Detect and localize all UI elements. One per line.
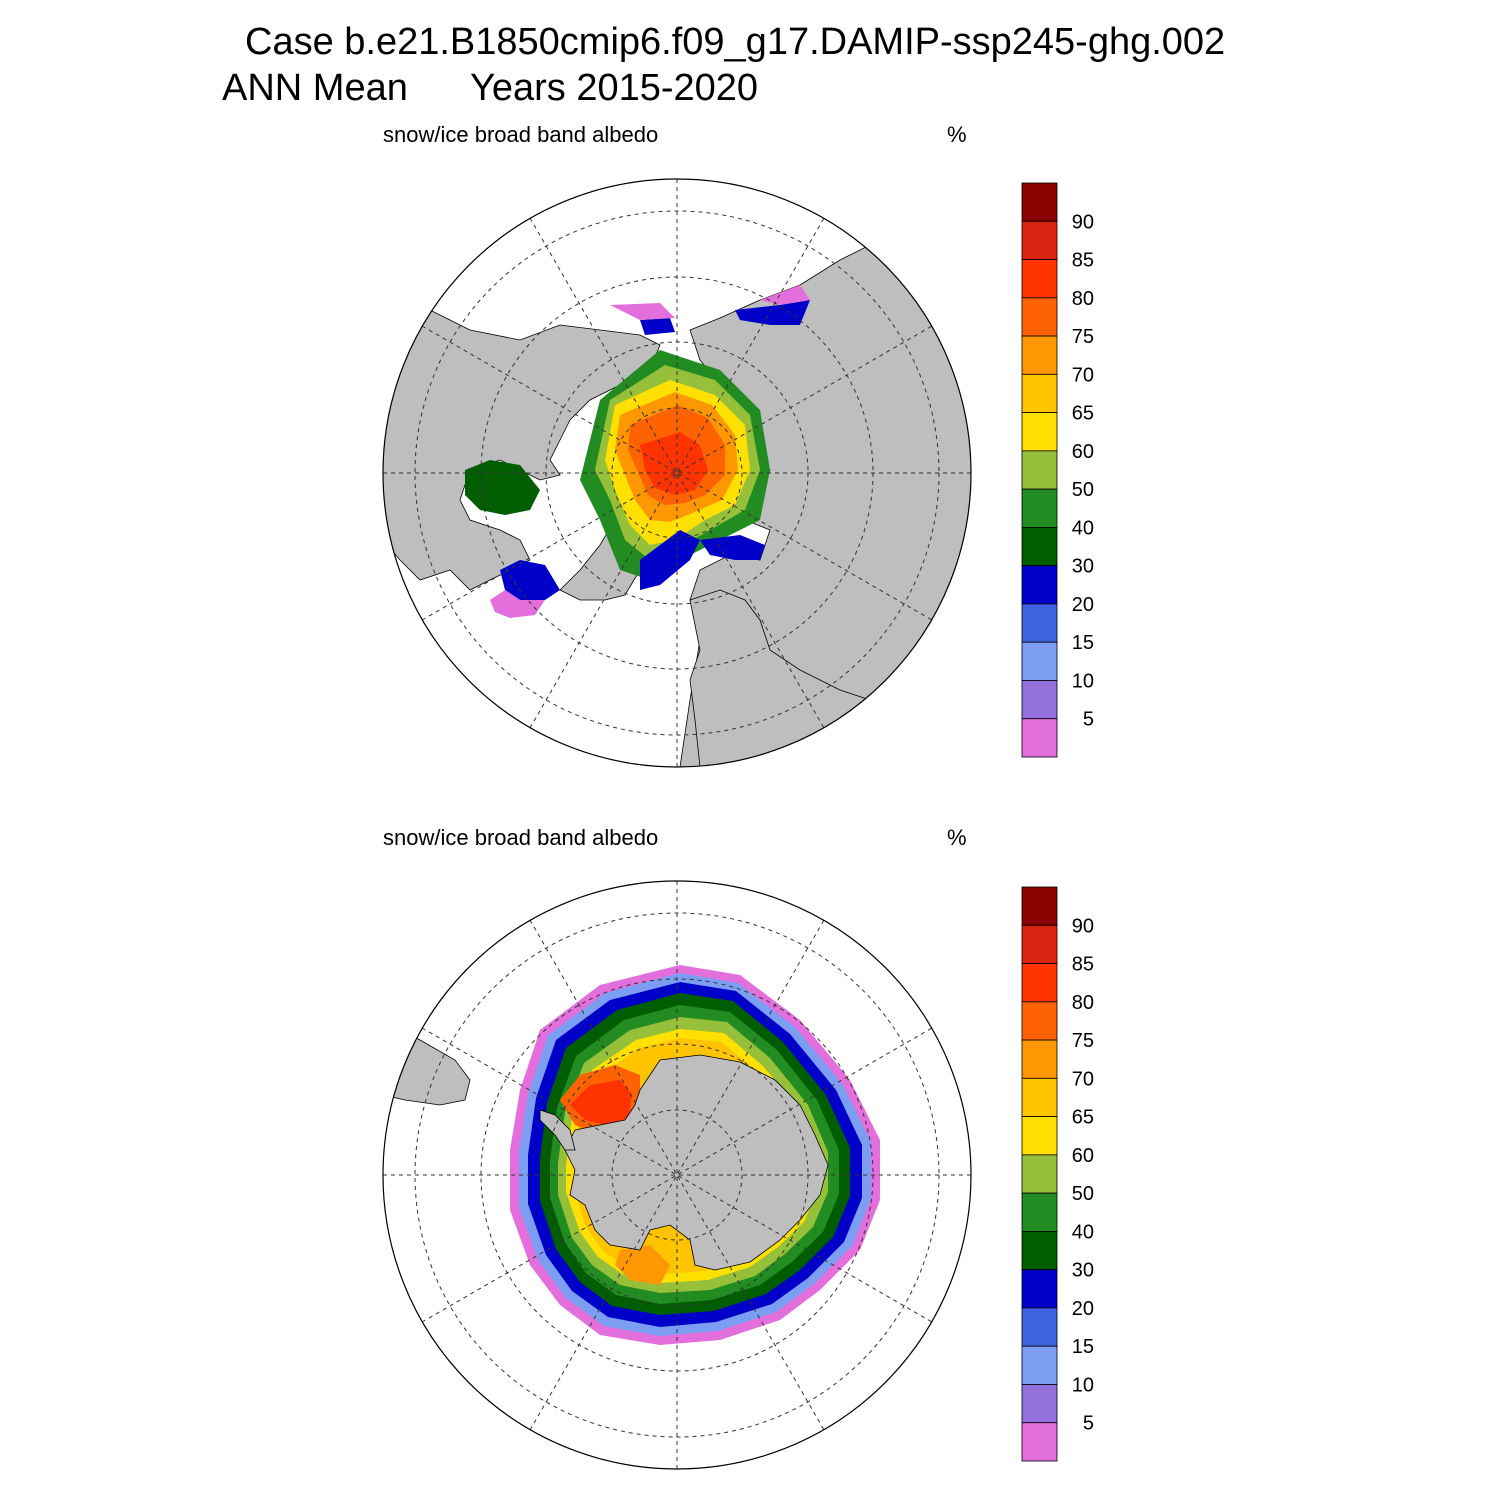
south-colorbar-swatch xyxy=(1021,1422,1058,1462)
north-land-north-america xyxy=(383,299,661,591)
north-colorbar-tick-label: 75 xyxy=(1072,326,1094,348)
south-polar-map xyxy=(382,880,972,1470)
south-colorbar-swatch xyxy=(1021,963,1058,1003)
north-colorbar-tick-label: 20 xyxy=(1072,594,1094,616)
north-colorbar-tick-label: 15 xyxy=(1072,632,1094,654)
figure-title-years: Years 2015-2020 xyxy=(470,67,759,109)
south-colorbar-tick-label: 40 xyxy=(1072,1221,1094,1243)
north-colorbar-swatch xyxy=(1021,527,1058,567)
north-colorbar-tick-label: 50 xyxy=(1072,479,1094,501)
north-ice-bering-edge xyxy=(610,303,675,320)
south-panel-variable-label: snow/ice broad band albedo xyxy=(383,825,659,850)
south-colorbar-swatch xyxy=(1021,1039,1058,1079)
south-colorbar-tick-label: 80 xyxy=(1072,992,1094,1014)
south-colorbar-tick-label: 75 xyxy=(1072,1030,1094,1052)
north-ice-labrador-edge xyxy=(490,590,545,618)
north-colorbar-tick-label: 30 xyxy=(1072,556,1094,578)
south-colorbar-tick-label: 85 xyxy=(1072,954,1094,976)
south-colorbar-tick-label: 30 xyxy=(1072,1260,1094,1282)
north-colorbar-swatch xyxy=(1021,220,1058,260)
south-colorbar: 90 85 80 75 70 65 60 50 40 30 20 15 10 5 xyxy=(1021,886,1094,1462)
north-colorbar-swatch xyxy=(1021,641,1058,681)
south-colorbar-tick-label: 5 xyxy=(1083,1413,1094,1435)
north-colorbar-swatch xyxy=(1021,259,1058,299)
south-colorbar-tick-label: 90 xyxy=(1072,915,1094,937)
south-colorbar-swatch xyxy=(1021,1269,1058,1309)
south-colorbar-swatch xyxy=(1021,886,1058,926)
north-colorbar-swatch xyxy=(1021,680,1058,720)
north-ice-okhotsk xyxy=(735,300,810,325)
north-colorbar: 90 85 80 75 70 65 60 50 40 30 20 15 10 5 xyxy=(1021,182,1094,758)
north-colorbar-swatch xyxy=(1021,565,1058,605)
north-panel-units: % xyxy=(947,122,967,147)
north-colorbar-tick-label: 80 xyxy=(1072,288,1094,310)
south-colorbar-swatch xyxy=(1021,1231,1058,1271)
south-colorbar-swatch xyxy=(1021,1154,1058,1194)
north-panel-variable-label: snow/ice broad band albedo xyxy=(383,122,659,147)
south-colorbar-swatch xyxy=(1021,1307,1058,1347)
south-colorbar-swatch xyxy=(1021,1077,1058,1118)
north-colorbar-tick-label: 10 xyxy=(1072,670,1094,692)
south-land-antarctic-peninsula xyxy=(539,1109,576,1151)
south-colorbar-swatch xyxy=(1021,1116,1058,1156)
north-colorbar-swatch xyxy=(1021,450,1058,490)
south-colorbar-tick-label: 15 xyxy=(1072,1336,1094,1358)
north-colorbar-swatch xyxy=(1021,297,1058,337)
figure-title-season: ANN Mean xyxy=(222,67,408,109)
south-colorbar-tick-label: 70 xyxy=(1072,1068,1094,1090)
north-ice-greenland-sea xyxy=(640,530,700,590)
north-colorbar-swatch xyxy=(1021,412,1058,452)
north-ice-hudson-bay xyxy=(465,460,540,515)
south-colorbar-swatch xyxy=(1021,924,1058,964)
south-colorbar-tick-label: 50 xyxy=(1072,1183,1094,1205)
north-ice-barents xyxy=(700,535,765,560)
north-colorbar-swatch xyxy=(1021,335,1058,375)
north-colorbar-tick-label: 60 xyxy=(1072,441,1094,463)
south-ice-ross-orange xyxy=(615,1245,670,1285)
north-colorbar-swatch xyxy=(1021,182,1058,222)
figure-title-case: Case b.e21.B1850cmip6.f09_g17.DAMIP-ssp2… xyxy=(245,21,1226,63)
north-colorbar-swatch xyxy=(1021,603,1058,643)
north-colorbar-tick-label: 85 xyxy=(1072,250,1094,272)
south-colorbar-tick-label: 20 xyxy=(1072,1298,1094,1320)
south-colorbar-tick-label: 65 xyxy=(1072,1107,1094,1129)
north-ice-bering xyxy=(640,318,675,335)
south-colorbar-swatch xyxy=(1021,1384,1058,1424)
north-colorbar-swatch xyxy=(1021,488,1058,528)
south-colorbar-swatch xyxy=(1021,1345,1058,1385)
north-ice-labrador xyxy=(500,560,560,600)
north-colorbar-tick-label: 40 xyxy=(1072,517,1094,539)
north-polar-map xyxy=(382,178,972,768)
north-colorbar-swatch xyxy=(1021,373,1058,414)
north-colorbar-tick-label: 90 xyxy=(1072,211,1094,233)
north-ice-okhotsk-edge xyxy=(760,285,810,305)
south-colorbar-swatch xyxy=(1021,1001,1058,1041)
north-colorbar-tick-label: 5 xyxy=(1083,709,1094,731)
north-colorbar-tick-label: 70 xyxy=(1072,364,1094,386)
south-colorbar-tick-label: 60 xyxy=(1072,1145,1094,1167)
north-colorbar-tick-label: 65 xyxy=(1072,403,1094,425)
south-panel-units: % xyxy=(947,825,967,850)
south-colorbar-swatch xyxy=(1021,1192,1058,1232)
north-colorbar-swatch xyxy=(1021,718,1058,758)
south-colorbar-tick-label: 10 xyxy=(1072,1374,1094,1396)
south-ice-weddell-red xyxy=(570,1080,632,1125)
